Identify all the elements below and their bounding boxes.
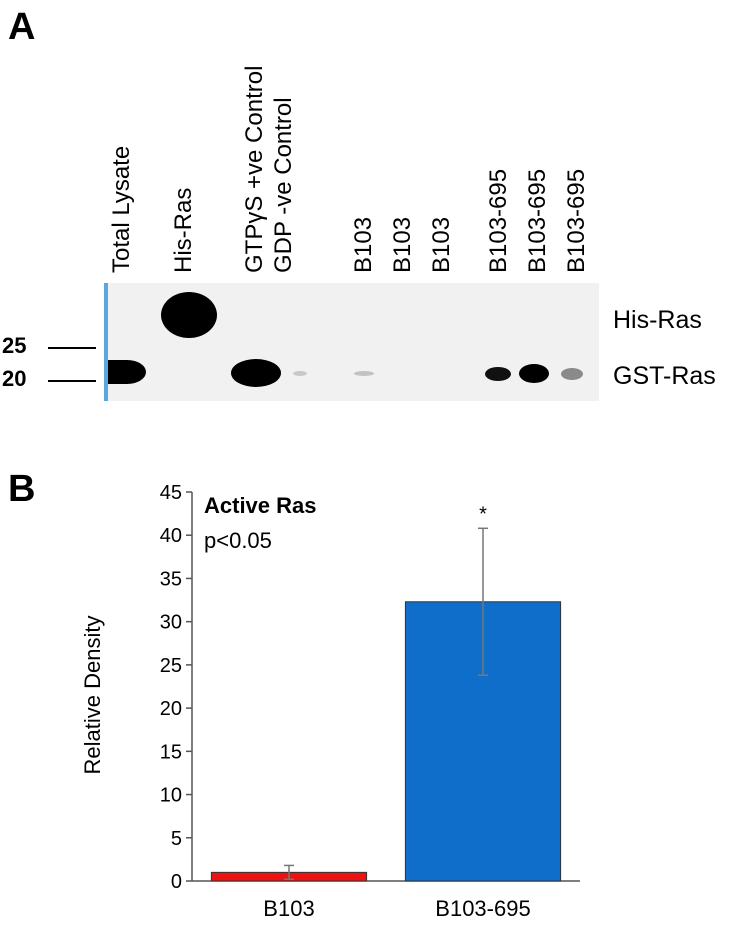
marker-line-25 [48,347,96,349]
bars: * [210,503,562,882]
band-b103-695-3 [561,368,583,380]
lane-label-b103: B103 [428,216,455,273]
x-tick-label: B103-695 [435,896,530,921]
band-gdp-faint [293,371,307,376]
y-tick-label: 10 [160,785,182,807]
bar-chart: 0 5 10 15 20 25 30 35 40 45 * B103 B103-695 Relati… [80,482,580,921]
y-tick-label: 45 [160,482,182,504]
band-b103-faint [354,371,374,376]
lane-label-b103-695: B103-695 [485,168,512,273]
y-tick-label: 5 [171,828,182,850]
x-tick-label: B103 [263,896,314,921]
x-axis-labels: B103 B103-695 [263,896,530,921]
marker-20: 20 [2,366,27,391]
lane-label-gtpys-control: GTPγS +ve Control [241,65,268,273]
lane-label-total-lysate: Total Lysate [108,145,135,273]
band-label-gst-ras: GST-Ras [613,362,716,390]
band-his-ras [161,292,217,338]
lane-label-b103: B103 [389,216,416,273]
y-tick-label: 40 [160,525,182,547]
panel-b-letter: B [8,468,36,510]
y-tick-label: 15 [160,741,182,763]
y-tick-label: 35 [160,568,182,590]
annotation-title: Active Ras [204,493,317,518]
lane-label-b103-695: B103-695 [563,168,590,273]
lane-label-gdp-control: GDP -ve Control [270,97,297,273]
y-tick-label: 20 [160,698,182,720]
lane-label-his-ras: His-Ras [170,187,197,273]
marker-25: 25 [2,333,27,358]
band-b103-695-2 [519,364,549,383]
band-b103-695-1 [485,367,511,381]
band-label-his-ras: His-Ras [613,306,702,334]
annotation-pvalue: p<0.05 [204,528,272,553]
y-tick-label: 0 [171,871,182,893]
panel-a-letter: A [8,6,36,48]
significance-star: * [479,503,487,525]
marker-line-20 [48,380,96,382]
band-total-lysate [108,360,146,384]
lane-label-b103-695: B103-695 [524,168,551,273]
y-axis-title: Relative Density [80,616,105,775]
y-tick-label: 25 [160,655,182,677]
western-blot-image [104,283,599,401]
y-tick-label: 30 [160,612,182,634]
lane-label-b103: B103 [350,216,377,273]
band-gtpys-control [231,359,281,387]
